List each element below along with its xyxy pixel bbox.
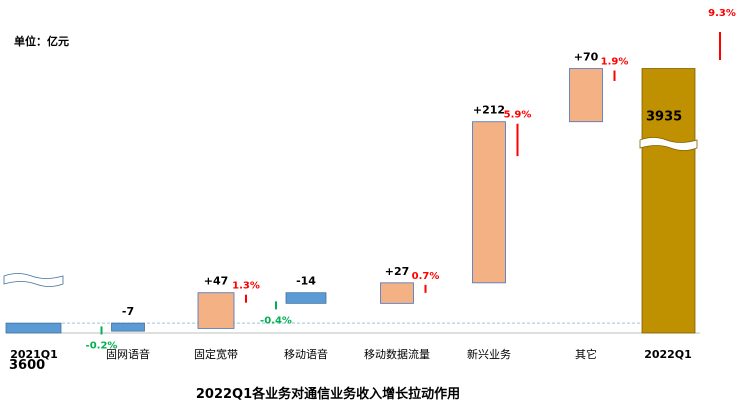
bar-step-5: [472, 121, 506, 284]
bar-step-4: [380, 282, 414, 304]
x-tick-label: 2021Q1: [10, 348, 58, 361]
x-tick-label: 移动语音: [284, 347, 328, 361]
bar-end-2022q1: [641, 68, 696, 334]
pct-label: 9.3%: [708, 8, 736, 19]
data-label-delta: +47: [204, 275, 229, 288]
data-label-end: 3935: [646, 110, 682, 125]
bar-step-2: [197, 292, 235, 329]
pct-label: -0.4%: [260, 315, 292, 326]
x-tick-label: 其它: [575, 347, 597, 361]
data-label-delta: +27: [385, 265, 410, 278]
data-label-delta: -7: [122, 305, 134, 318]
pct-label: 1.3%: [232, 281, 260, 292]
bar-step-3: [285, 292, 327, 304]
x-tick-label: 固网语音: [106, 347, 150, 361]
bar-step-1: [111, 322, 145, 332]
axis-break-mark: [639, 137, 698, 151]
data-label-delta: +212: [473, 104, 505, 117]
data-label-delta: -14: [296, 275, 316, 288]
bar-step-6: [569, 68, 603, 123]
bar-start-2021q1: [5, 322, 62, 334]
pct-label: 0.7%: [412, 271, 440, 282]
pct-label: 1.9%: [601, 57, 629, 68]
axis-break-mark: [3, 273, 64, 287]
chart-title: 2022Q1各业务对通信业务收入增长拉动作用: [196, 386, 460, 402]
pct-label: 5.9%: [504, 110, 532, 121]
pct-label: -0.2%: [86, 340, 118, 351]
x-tick-label: 固定宽带: [194, 347, 238, 361]
data-label-start: 3600: [9, 358, 45, 373]
x-tick-label: 2022Q1: [644, 348, 692, 361]
data-label-delta: +70: [574, 51, 599, 64]
x-tick-label: 移动数据流量: [364, 347, 430, 361]
x-tick-label: 新兴业务: [467, 347, 511, 361]
unit-label: 单位：亿元: [14, 34, 69, 48]
